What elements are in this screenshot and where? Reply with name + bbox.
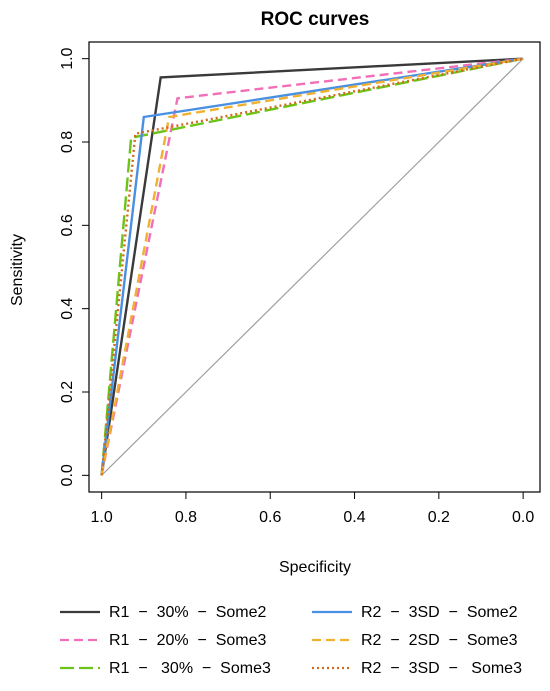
chart-title: ROC curves xyxy=(261,9,370,30)
y-tick-label: 0.2 xyxy=(59,381,76,403)
y-axis-label: Sensitivity xyxy=(9,234,26,306)
legend-label: R2 − 2SD − Some3 xyxy=(361,632,518,649)
y-tick-label: 0.0 xyxy=(59,464,76,486)
x-tick-label: 1.0 xyxy=(91,509,113,526)
series-line xyxy=(100,57,524,476)
x-tick-label: 0.0 xyxy=(512,509,534,526)
reference-diagonal-line xyxy=(101,58,524,476)
x-tick-label: 0.6 xyxy=(259,509,281,526)
y-tick-label: 1.0 xyxy=(59,47,76,69)
legend-label: R1 − 20% − Some3 xyxy=(109,632,267,649)
plot-frame xyxy=(88,41,541,493)
legend-label: R2 − 3SD − Some3 xyxy=(361,660,522,677)
series-line xyxy=(100,57,524,476)
series-line xyxy=(100,57,524,476)
legend-label: R1 − 30% − Some3 xyxy=(109,660,271,677)
series-line xyxy=(100,57,524,476)
plot-area: 0.0 0.2 0.4 0.6 0.8 1.0 1.0 0.8 0.6 0.4 0.2 0.0 xyxy=(59,41,541,526)
series-line xyxy=(100,57,524,476)
x-tick-label: 0.2 xyxy=(428,509,450,526)
legend: R1 − 30% − Some2 R1 − 20% − Some3 R1 − 30%… xyxy=(60,604,522,677)
x-axis-label: Specificity xyxy=(279,559,351,576)
x-tick-label: 0.8 xyxy=(175,509,197,526)
y-tick-label: 0.8 xyxy=(59,131,76,153)
y-tick-label: 0.6 xyxy=(59,214,76,236)
x-tick-label: 0.4 xyxy=(343,509,365,526)
legend-label: R1 − 30% − Some2 xyxy=(109,604,267,621)
legend-label: R2 − 3SD − Some2 xyxy=(361,604,518,621)
y-tick-label: 0.4 xyxy=(59,297,76,319)
